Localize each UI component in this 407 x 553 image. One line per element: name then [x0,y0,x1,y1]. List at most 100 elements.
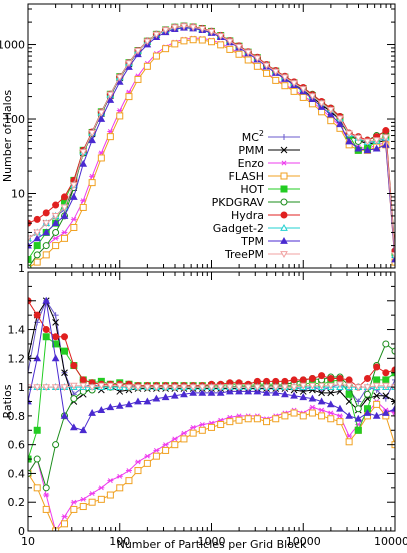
star-marker [181,430,187,436]
triangle-marker [354,414,363,422]
triangle-marker [391,255,395,263]
triangle-marker [326,110,335,118]
square-marker [189,36,197,44]
legend-entry-pkdgrav: PKDGRAV [212,196,300,209]
down-triangle-marker [326,106,335,114]
square-marker [290,87,298,95]
triangle-marker [189,388,198,396]
star-marker [319,407,325,413]
star-marker [172,436,178,442]
x-marker [327,389,335,397]
triangle-marker [69,423,78,431]
down-triangle-marker [198,25,207,33]
series-line [28,25,395,260]
square-marker [336,418,344,426]
series-line [28,27,395,260]
triangle-marker [207,388,216,396]
down-triangle-marker [244,49,253,57]
down-triangle-marker [244,384,253,392]
down-triangle-marker [97,382,106,390]
triangle-marker [97,406,106,414]
top-series-group [28,22,395,268]
legend-entry-flash: FLASH [229,170,300,183]
series-line [28,335,395,460]
series-line [28,25,395,255]
down-triangle-marker [262,62,271,70]
triangle-marker [281,390,289,398]
series-flash [28,400,395,531]
square-marker [189,429,197,437]
down-triangle-marker [262,384,271,392]
square-marker [198,36,206,44]
square-marker [281,82,289,90]
star-marker [392,410,395,414]
series-line [28,25,395,255]
triangle-marker [354,144,363,152]
triangle-marker [60,211,69,219]
down-triangle-marker [161,384,170,392]
down-triangle-marker [79,149,88,157]
star-marker [43,492,49,498]
triangle-marker [106,95,115,103]
top-y-tick-label: 1000 [0,39,25,52]
x-tick-label: 1000 [198,535,226,548]
star-marker [328,410,334,416]
triangle-marker [161,393,170,401]
down-triangle-marker [308,93,317,101]
triangle-marker [363,408,372,416]
triangle-marker [180,390,188,398]
down-triangle-marker [134,47,142,55]
circle-marker [52,333,60,341]
down-triangle-marker [42,384,51,392]
down-triangle-marker [308,382,317,390]
square-marker [208,423,215,431]
square-marker [70,505,78,513]
square-marker [217,41,225,49]
star-marker [71,499,77,505]
down-triangle-marker [235,384,243,392]
legend-label: PKDGRAV [212,196,265,209]
square-marker [299,93,307,101]
bottom-y-tick-label: 1.4 [8,324,26,337]
star-marker [117,473,123,479]
down-triangle-marker [317,100,326,108]
square-marker [345,438,353,446]
top-y-axis-label: Number of Halos [1,90,14,183]
down-triangle-marker [69,182,78,190]
circle-marker [354,405,362,413]
x-tick-label: 10 [21,535,35,548]
legend-label-superscript: 2 [259,129,264,138]
x-axis-label: Number of Particles per Grid Block [117,538,307,551]
square-marker [52,340,60,348]
square-marker [143,62,151,70]
circle-marker [70,395,78,403]
triangle-marker [345,137,353,145]
bottom-y-tick-label: 0 [18,525,25,538]
down-triangle-marker [299,86,308,94]
star-marker [80,496,86,502]
down-triangle-marker [33,384,42,392]
square-marker [280,172,288,180]
down-triangle-marker [317,382,326,390]
square-marker [88,179,96,187]
star-marker [199,422,205,427]
circle-marker [280,198,288,206]
down-triangle-marker [79,382,88,390]
square-marker [373,376,381,384]
legend: MC2PMMEnzoFLASHHOTPKDGRAVHydraGadget-2TP… [212,129,300,261]
legend-entry-pmm: PMM [238,144,300,157]
triangle-marker [134,397,142,405]
down-triangle-marker [42,220,51,228]
bottom-y-tick-label: 0.4 [8,467,26,480]
triangle-marker [33,234,42,242]
down-triangle-marker [381,382,390,390]
series-gadget-2 [28,22,395,258]
down-triangle-marker [180,23,188,31]
circle-marker [308,374,316,382]
square-marker [162,45,170,53]
triangle-marker [326,400,335,408]
circle-marker [52,441,60,449]
down-triangle-marker [69,382,78,390]
square-marker [134,467,142,475]
star-marker [62,230,67,235]
